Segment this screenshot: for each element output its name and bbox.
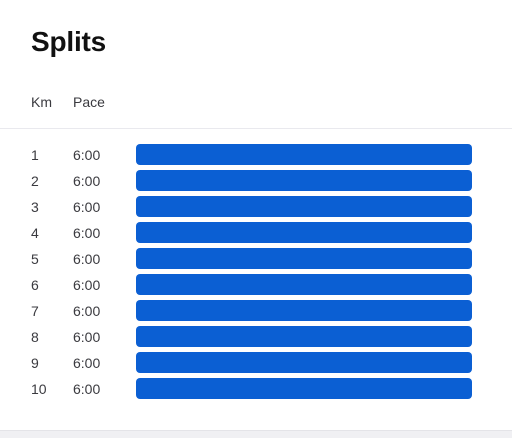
- split-km: 7: [31, 303, 39, 319]
- pace-bar: [136, 170, 472, 191]
- split-pace: 6:00: [73, 173, 101, 189]
- splits-table-header: Km Pace: [0, 90, 512, 114]
- bottom-divider: [0, 430, 512, 438]
- split-row: 3 6:00: [0, 196, 512, 222]
- pace-bar: [136, 300, 472, 321]
- split-pace: 6:00: [73, 147, 101, 163]
- pace-bar-track: [136, 300, 472, 321]
- split-row: 4 6:00: [0, 222, 512, 248]
- split-pace: 6:00: [73, 355, 101, 371]
- header-divider: [0, 128, 512, 129]
- split-row: 2 6:00: [0, 170, 512, 196]
- page-title: Splits: [31, 26, 107, 57]
- pace-bar-track: [136, 248, 472, 269]
- split-row: 7 6:00: [0, 300, 512, 326]
- split-row: 9 6:00: [0, 352, 512, 378]
- pace-bar: [136, 196, 472, 217]
- pace-bar-track: [136, 222, 472, 243]
- pace-bar: [136, 378, 472, 399]
- split-km: 3: [31, 199, 39, 215]
- pace-bar: [136, 248, 472, 269]
- split-km: 6: [31, 277, 39, 293]
- pace-bar: [136, 274, 472, 295]
- split-km: 1: [31, 147, 39, 163]
- split-row: 1 6:00: [0, 144, 512, 170]
- pace-bar: [136, 326, 472, 347]
- split-pace: 6:00: [73, 329, 101, 345]
- pace-bar-track: [136, 274, 472, 295]
- pace-bar-track: [136, 378, 472, 399]
- split-km: 10: [31, 381, 47, 397]
- split-pace: 6:00: [73, 381, 101, 397]
- split-pace: 6:00: [73, 303, 101, 319]
- split-km: 2: [31, 173, 39, 189]
- split-km: 8: [31, 329, 39, 345]
- split-pace: 6:00: [73, 277, 101, 293]
- pace-bar-track: [136, 196, 472, 217]
- split-row: 6 6:00: [0, 274, 512, 300]
- split-km: 9: [31, 355, 39, 371]
- pace-bar-track: [136, 170, 472, 191]
- pace-bar-track: [136, 352, 472, 373]
- split-row: 10 6:00: [0, 378, 512, 404]
- split-pace: 6:00: [73, 225, 101, 241]
- pace-bar: [136, 144, 472, 165]
- split-row: 5 6:00: [0, 248, 512, 274]
- split-pace: 6:00: [73, 251, 101, 267]
- column-header-km: Km: [31, 94, 52, 110]
- column-header-pace: Pace: [73, 94, 105, 110]
- split-row: 8 6:00: [0, 326, 512, 352]
- splits-list: 1 6:00 2 6:00 3 6:00 4 6:00 5 6:00 6 6:00 7 6:00 8 6:00…: [0, 144, 512, 404]
- split-pace: 6:00: [73, 199, 101, 215]
- split-km: 5: [31, 251, 39, 267]
- split-km: 4: [31, 225, 39, 241]
- pace-bar-track: [136, 144, 472, 165]
- pace-bar: [136, 222, 472, 243]
- pace-bar: [136, 352, 472, 373]
- pace-bar-track: [136, 326, 472, 347]
